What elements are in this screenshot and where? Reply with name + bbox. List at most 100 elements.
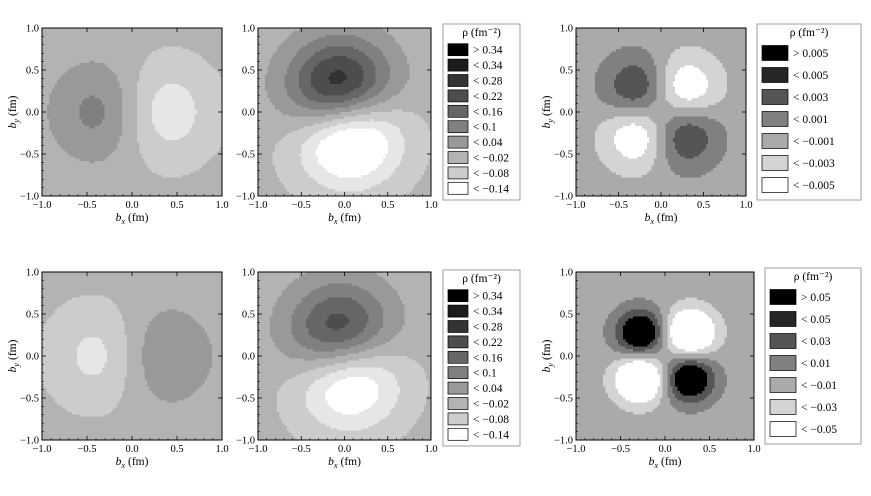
contour-cell xyxy=(212,142,216,146)
contour-cell xyxy=(172,144,176,148)
contour-cell xyxy=(192,32,196,36)
contour-cell xyxy=(189,74,193,78)
contour-cell xyxy=(129,151,133,155)
contour-cell xyxy=(119,121,123,125)
contour-cell xyxy=(147,37,151,41)
contour-cell xyxy=(202,175,206,178)
contour-cell xyxy=(172,147,176,150)
contour-cell xyxy=(164,65,168,69)
contour-cell xyxy=(92,60,96,64)
contour-cell xyxy=(112,37,116,41)
contour-cell xyxy=(122,67,126,71)
contour-cell xyxy=(52,149,56,153)
contour-cell xyxy=(179,123,183,127)
contour-cell xyxy=(84,179,88,183)
contour-cell xyxy=(77,135,81,139)
contour-cell xyxy=(117,177,121,181)
contour-cell xyxy=(54,112,58,115)
contour-cell xyxy=(82,177,86,181)
contour-cell xyxy=(144,168,148,171)
contour-cell xyxy=(102,177,106,181)
contour-cell xyxy=(132,147,136,150)
contour-cell xyxy=(89,51,93,55)
contour-cell xyxy=(167,81,171,85)
contour-cell xyxy=(132,86,136,90)
contour-cell xyxy=(64,28,68,31)
contour-cell xyxy=(169,88,173,92)
contour-cell xyxy=(154,70,158,73)
contour-cell xyxy=(54,142,58,146)
contour-cell xyxy=(157,109,161,113)
contour-cell xyxy=(134,130,138,134)
contour-cell xyxy=(144,130,148,134)
contour-cell xyxy=(197,86,201,90)
contour-cell xyxy=(52,170,56,174)
contour-cell xyxy=(154,107,158,111)
contour-cell xyxy=(179,121,183,125)
contour-cell xyxy=(174,30,178,34)
contour-cell xyxy=(167,46,171,50)
contour-cell xyxy=(72,168,76,171)
contour-cell xyxy=(184,135,188,139)
contour-cell xyxy=(99,93,103,97)
contour-cell xyxy=(212,149,216,153)
contour-cell xyxy=(119,60,123,64)
contour-cell xyxy=(162,56,166,59)
contour-cell xyxy=(174,35,178,38)
contour-cell xyxy=(129,102,133,106)
contour-cell xyxy=(117,151,121,155)
contour-cell xyxy=(134,79,138,83)
contour-cell xyxy=(82,154,86,157)
contour-cell xyxy=(109,28,113,31)
contour-cell xyxy=(54,154,58,157)
contour-cell xyxy=(82,86,86,90)
contour-cell xyxy=(137,121,141,125)
contour-cell xyxy=(209,84,213,87)
contour-cell xyxy=(69,100,73,104)
contour-cell xyxy=(77,179,81,183)
contour-cell xyxy=(89,107,93,111)
contour-cell xyxy=(212,109,216,113)
contour-cell xyxy=(44,177,48,181)
contour-cell xyxy=(77,109,81,113)
contour-cell xyxy=(109,140,113,143)
contour-cell xyxy=(112,30,116,34)
contour-cell xyxy=(152,168,156,171)
contour-cell xyxy=(139,128,143,132)
contour-cell xyxy=(139,107,143,111)
contour-cell xyxy=(42,109,46,113)
contour-cell xyxy=(129,114,133,118)
contour-cell xyxy=(42,88,46,92)
contour-cell xyxy=(214,30,218,34)
contour-cell xyxy=(52,37,56,41)
contour-cell xyxy=(197,53,201,57)
contour-cell xyxy=(159,51,163,55)
contour-cell xyxy=(187,63,191,66)
contour-cell xyxy=(109,112,113,115)
contour-cell xyxy=(54,100,58,104)
contour-cell xyxy=(157,130,161,134)
contour-cell xyxy=(204,58,208,62)
contour-cell xyxy=(112,79,116,83)
contour-cell xyxy=(52,186,56,190)
contour-cell xyxy=(214,53,218,57)
contour-cell xyxy=(92,98,96,101)
contour-cell xyxy=(79,86,83,90)
contour-cell xyxy=(57,30,61,34)
contour-cell xyxy=(84,116,88,120)
contour-cell xyxy=(127,142,131,146)
contour-cell xyxy=(157,168,161,171)
contour-cell xyxy=(182,67,186,71)
contour-cell xyxy=(99,51,103,55)
contour-cell xyxy=(47,144,51,148)
contour-cell xyxy=(107,191,111,195)
contour-cell xyxy=(149,193,153,196)
contour-cell xyxy=(164,84,168,87)
contour-cell xyxy=(184,137,188,141)
contour-cell xyxy=(172,49,176,52)
contour-cell xyxy=(172,60,176,64)
contour-cell xyxy=(117,95,121,99)
contour-cell xyxy=(122,109,126,113)
contour-cell xyxy=(172,119,176,122)
contour-cell xyxy=(182,60,186,64)
